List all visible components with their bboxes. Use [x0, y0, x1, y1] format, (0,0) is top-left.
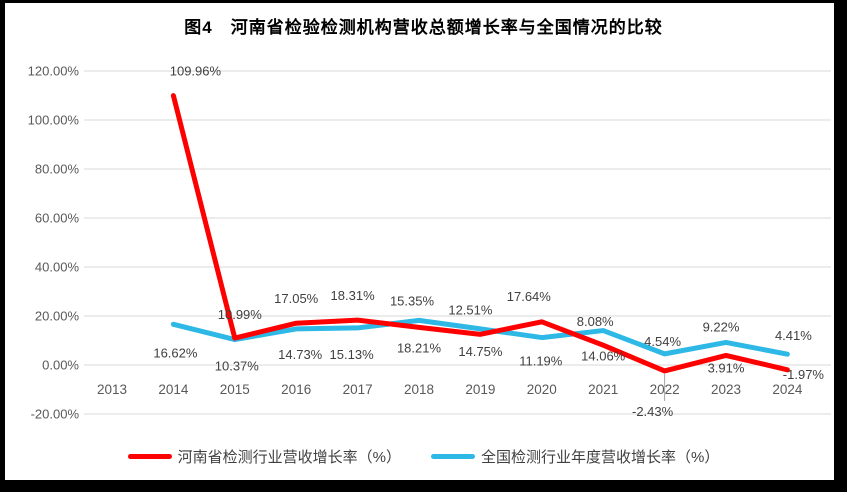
svg-text:2017: 2017 — [343, 382, 373, 397]
svg-text:-1.97%: -1.97% — [783, 367, 825, 382]
svg-text:10.37%: 10.37% — [215, 359, 260, 374]
svg-text:18.31%: 18.31% — [331, 288, 376, 303]
svg-text:11.19%: 11.19% — [519, 354, 563, 369]
svg-text:40.00%: 40.00% — [35, 260, 80, 275]
legend-item-henan: 河南省检测行业营收增长率（%） — [127, 446, 401, 467]
legend-label-henan: 河南省检测行业营收增长率（%） — [177, 449, 401, 466]
svg-text:2021: 2021 — [588, 382, 618, 397]
svg-text:2020: 2020 — [527, 382, 557, 397]
svg-text:14.06%: 14.06% — [581, 349, 626, 364]
svg-text:4.41%: 4.41% — [775, 328, 812, 343]
svg-text:15.35%: 15.35% — [390, 293, 435, 308]
svg-text:100.00%: 100.00% — [28, 113, 80, 128]
svg-text:2024: 2024 — [772, 382, 803, 397]
svg-text:-20.00%: -20.00% — [31, 407, 80, 422]
svg-text:2019: 2019 — [465, 382, 495, 397]
svg-text:120.00%: 120.00% — [28, 64, 80, 79]
legend-label-national: 全国检测行业年度营收增长率（%） — [481, 449, 720, 466]
svg-text:10.99%: 10.99% — [218, 307, 263, 322]
svg-text:80.00%: 80.00% — [35, 162, 80, 177]
legend-swatch-national-icon — [431, 454, 475, 459]
svg-text:0.00%: 0.00% — [42, 358, 79, 373]
svg-text:2015: 2015 — [220, 382, 250, 397]
svg-text:2016: 2016 — [281, 382, 311, 397]
svg-text:4.54%: 4.54% — [644, 334, 681, 349]
svg-text:9.22%: 9.22% — [703, 319, 740, 334]
legend-item-national: 全国检测行业年度营收增长率（%） — [431, 446, 719, 467]
svg-text:109.96%: 109.96% — [170, 64, 222, 79]
svg-text:18.21%: 18.21% — [397, 340, 442, 355]
svg-text:2013: 2013 — [97, 382, 127, 397]
svg-text:12.51%: 12.51% — [448, 302, 493, 317]
svg-text:8.08%: 8.08% — [577, 314, 614, 329]
legend: 河南省检测行业营收增长率（%） 全国检测行业年度营收增长率（%） — [0, 446, 847, 467]
svg-text:16.62%: 16.62% — [153, 345, 198, 360]
svg-text:-2.43%: -2.43% — [632, 404, 674, 419]
svg-text:2023: 2023 — [711, 382, 741, 397]
legend-swatch-henan-icon — [127, 454, 172, 459]
svg-text:2018: 2018 — [404, 382, 434, 397]
svg-text:2014: 2014 — [158, 382, 189, 397]
svg-text:17.05%: 17.05% — [274, 291, 319, 306]
chart-title: 图4 河南省检验检测机构营收总额增长率与全国情况的比较 — [184, 18, 663, 37]
svg-text:17.64%: 17.64% — [507, 289, 552, 304]
svg-text:15.13%: 15.13% — [330, 347, 375, 362]
svg-text:60.00%: 60.00% — [35, 211, 80, 226]
svg-text:3.91%: 3.91% — [708, 360, 745, 375]
svg-text:14.75%: 14.75% — [458, 344, 503, 359]
svg-text:14.73%: 14.73% — [278, 347, 323, 362]
svg-text:20.00%: 20.00% — [35, 309, 80, 324]
